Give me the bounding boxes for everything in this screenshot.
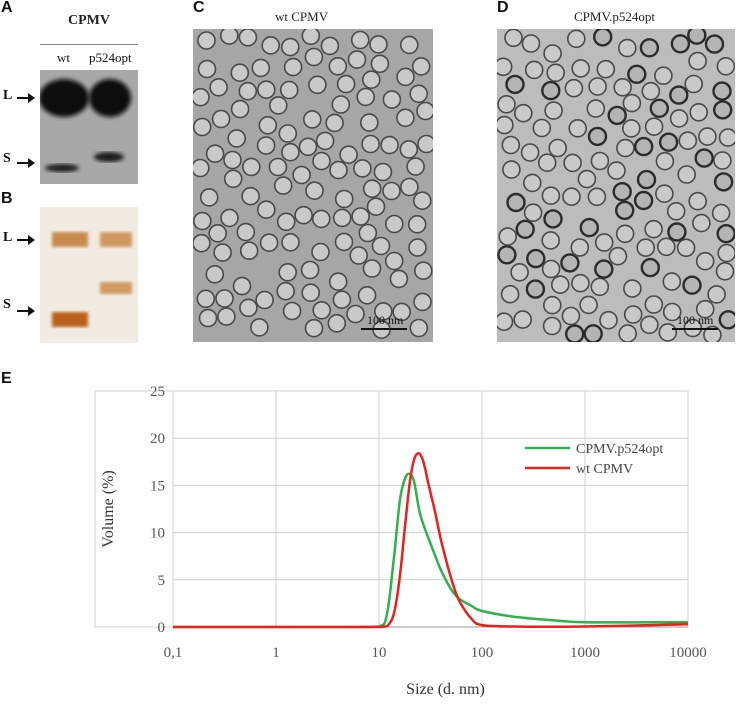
chart-frame <box>94 390 689 628</box>
panel-d-letter: D <box>497 0 509 16</box>
band-arrow-small-b <box>17 306 35 316</box>
band-label-large-b: L <box>3 230 13 245</box>
scale-bar-d <box>672 328 718 330</box>
micrograph-cpmv-p524opt <box>497 29 735 342</box>
panel-a-letter: A <box>1 0 13 16</box>
y-tick-label: 5 <box>158 573 166 589</box>
band-label-small-b: S <box>3 297 11 312</box>
y-axis-label: Volume (%) <box>100 470 117 547</box>
legend-label: wt CPMV <box>576 462 633 477</box>
band-label-large: L <box>3 88 13 103</box>
band-arrow-small <box>17 158 35 168</box>
x-tick-label: 100 <box>471 645 494 661</box>
lane-label-wt: wt <box>57 50 70 65</box>
panel-c-title: wt CPMV <box>275 9 329 24</box>
x-axis-label: Size (d. nm) <box>406 681 485 698</box>
dls-size-chart: 0 5 10 15 20 25 0,1 1 10 100 1000 10000 CPMV.p524op… <box>94 384 707 698</box>
scale-bar-label-d: 100 nm <box>677 313 714 327</box>
legend-label: CPMV.p524opt <box>576 442 663 457</box>
lane-label-p524opt: p524opt <box>89 50 132 65</box>
y-tick-label: 25 <box>150 384 165 400</box>
western-blot-image <box>40 70 138 184</box>
panel-b-letter: B <box>1 190 13 207</box>
panel-e-letter: E <box>1 370 12 387</box>
x-tick-label: 10 <box>372 645 387 661</box>
scale-bar-label-c: 100 nm <box>367 313 404 327</box>
panel-a-title-rule <box>40 44 138 45</box>
x-tick-label: 10000 <box>669 645 707 661</box>
micrograph-wt-cpmv <box>193 29 433 342</box>
x-tick-label: 1000 <box>570 645 600 661</box>
y-tick-label: 0 <box>158 620 166 636</box>
y-tick-label: 15 <box>150 478 165 494</box>
band-label-small: S <box>3 151 11 166</box>
panel-a-title: CPMV <box>68 13 110 28</box>
scale-bar-c <box>361 328 407 330</box>
band-arrow-large-b <box>17 235 35 245</box>
band-arrow-large <box>17 93 35 103</box>
stained-gel-image <box>40 207 138 343</box>
series-line-cpmv-p524opt <box>173 472 688 629</box>
panel-d-title: CPMV.p524opt <box>574 9 656 24</box>
y-tick-label: 10 <box>150 526 165 542</box>
panel-c-letter: C <box>193 0 205 16</box>
y-tick-label: 20 <box>150 431 165 447</box>
x-tick-label: 0,1 <box>164 645 183 661</box>
series-line-wt-cpmv <box>173 452 689 629</box>
x-tick-label: 1 <box>272 645 280 661</box>
